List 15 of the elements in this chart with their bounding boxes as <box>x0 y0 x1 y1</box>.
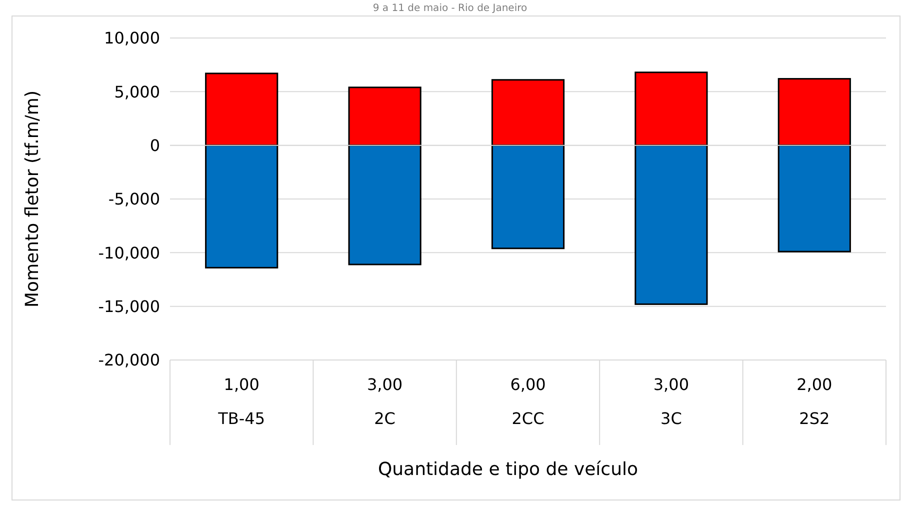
x-tick-label: 3,00 2C <box>366 375 403 428</box>
x-tick-label: 2,00 2S2 <box>796 375 832 428</box>
y-axis-title: Momento fletor (tf.m/m) <box>22 90 43 308</box>
y-tick-label: 10,000 <box>104 28 160 48</box>
x-axis-title: Quantidade e tipo de veículo <box>378 459 638 480</box>
x-tick-label: 1,00 TB-45 <box>217 375 266 428</box>
y-tick-label: -5,000 <box>108 190 160 209</box>
text: 9 a 11 de maio - Rio de Janeiro <box>372 3 528 14</box>
y-tick-label: 5,000 <box>114 82 160 102</box>
y-tick-label: -20,000 <box>98 350 160 370</box>
x-tick-label: 3,00 3C <box>653 375 690 428</box>
y-tick-label: 0 <box>150 136 160 155</box>
x-tick-label: 6,00 2CC <box>510 375 546 428</box>
y-tick-label: -15,000 <box>98 296 160 316</box>
y-tick-label: -10,000 <box>98 243 160 262</box>
